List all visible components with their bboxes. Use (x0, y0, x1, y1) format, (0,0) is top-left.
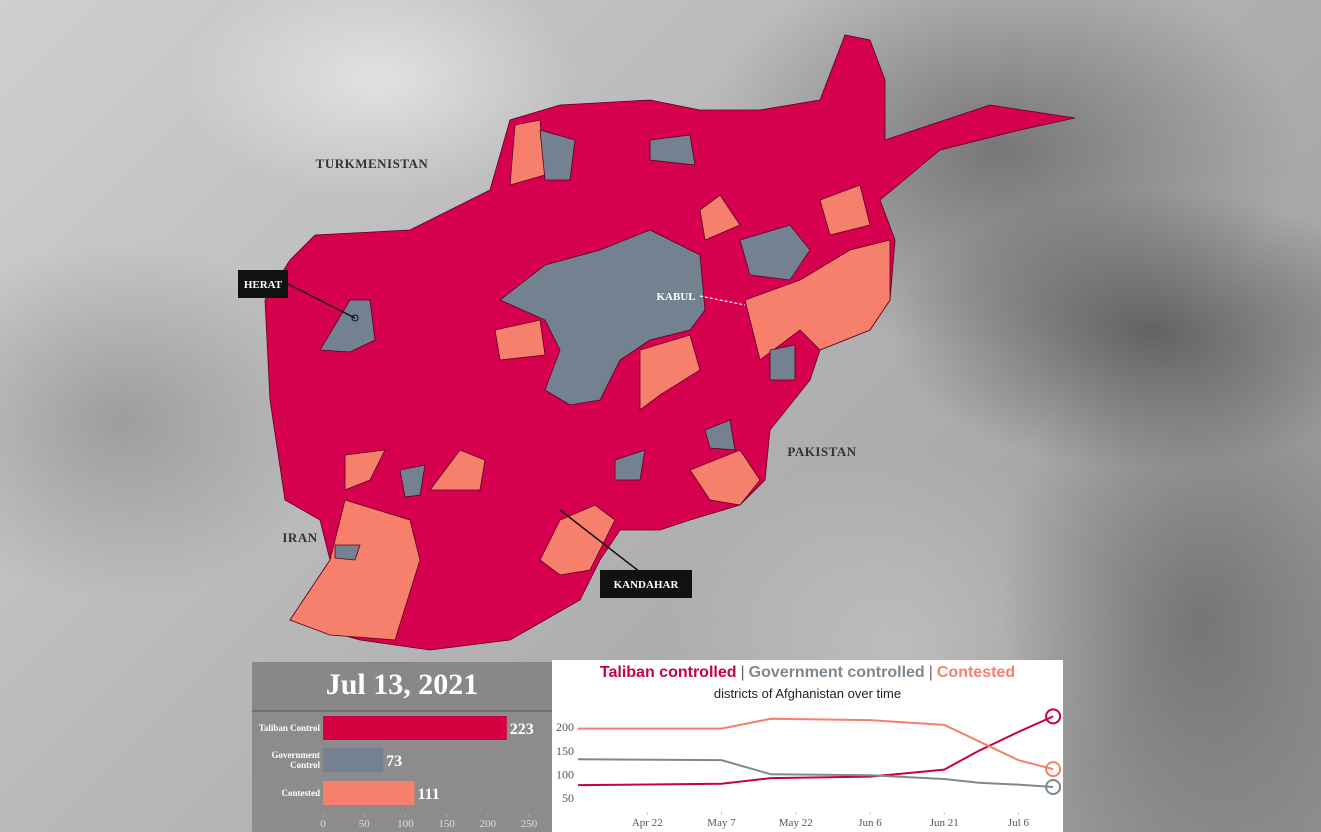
x-tick-label: Jun 21 (930, 817, 959, 829)
gov-district (334, 544, 361, 561)
callout-line (287, 283, 356, 319)
legend-entry: Contested (936, 664, 1016, 681)
callout-box (600, 570, 692, 598)
x-tick-label: 50 (359, 818, 371, 830)
series-line (578, 717, 1054, 771)
callout-box (238, 270, 288, 298)
gov-district (319, 299, 376, 353)
value-label: 223 (510, 721, 534, 738)
x-tick-label: May 22 (779, 817, 813, 829)
contested-district (744, 239, 891, 361)
gov-district (704, 419, 736, 451)
category-label: Taliban Control (258, 723, 320, 733)
x-tick-label: 200 (480, 818, 497, 830)
y-tick-label: 100 (556, 767, 574, 781)
date-title: Jul 13, 2021 (252, 662, 552, 712)
bar (323, 716, 507, 740)
contested-district (289, 499, 421, 641)
city-label: HERAT (244, 279, 283, 291)
country-label: TURKMENISTAN (316, 156, 429, 171)
y-tick-label: 150 (556, 744, 574, 758)
x-tick-label: Apr 22 (632, 817, 663, 829)
x-tick-label: 100 (397, 818, 414, 830)
series-line (577, 715, 1054, 787)
gov-district (399, 464, 426, 498)
gov-district (539, 129, 576, 181)
subtitle: districts of Afghanistan over time (713, 686, 902, 701)
city-marker (351, 314, 359, 322)
y-tick-label: 200 (556, 720, 574, 734)
afghanistan (264, 34, 1076, 651)
end-marker (1045, 708, 1062, 725)
category-label: Contested (281, 788, 321, 798)
bar-chart: 0 50 100 150 200 250 223 73 111 (320, 716, 538, 830)
contested-district (819, 184, 871, 236)
city-label: KABUL (656, 291, 695, 303)
bar (323, 748, 384, 772)
x-tick-label: 0 (320, 818, 326, 830)
line-chart: 50 100 150 200 Apr 22 May 7 May 22 Jun 6 Jun 21 J… (556, 708, 1062, 829)
x-tick-label: Jun 6 (858, 817, 882, 829)
legend: Taliban controlled | Government controlled… (552, 664, 1063, 682)
value-label: 73 (386, 753, 402, 770)
bar-panel: Jul 13, 2021 0 50 100 150 200 250 223 73 111 Tal… (252, 662, 552, 832)
gov-district (769, 344, 796, 381)
contested-district (639, 334, 701, 411)
category-label: Government Control (271, 750, 321, 770)
x-tick-label: May 7 (707, 817, 736, 829)
country-label: IRAN (282, 530, 317, 545)
country-label: PAKISTAN (787, 444, 856, 459)
contested-district (494, 319, 546, 361)
legend-entry: Taliban controlled (599, 664, 737, 681)
callout-line (699, 295, 746, 306)
legend-separator: | (928, 664, 933, 681)
series-line (577, 758, 1054, 789)
callout-line (559, 509, 641, 573)
legend-separator: | (740, 664, 745, 681)
gov-district (614, 449, 646, 481)
x-tick-label: Jul 6 (1008, 817, 1030, 829)
contested-district (699, 194, 741, 241)
contested-district (429, 449, 486, 491)
y-tick-label: 50 (562, 791, 574, 805)
end-marker (1045, 761, 1062, 778)
bar (323, 781, 415, 805)
city-label: KANDAHAR (614, 579, 680, 591)
contested-district (689, 449, 761, 506)
gov-district (649, 134, 696, 166)
end-marker (1045, 779, 1062, 796)
legend-entry: Government controlled (748, 664, 925, 681)
line-panel: Taliban controlled | Government controlled… (552, 660, 1063, 832)
gov-district (739, 224, 811, 281)
value-label: 111 (417, 786, 439, 803)
gov-district (499, 229, 706, 406)
contested-district (539, 504, 616, 576)
contested-district (344, 449, 386, 491)
x-tick-label: 250 (521, 818, 538, 830)
x-tick-label: 150 (438, 818, 455, 830)
